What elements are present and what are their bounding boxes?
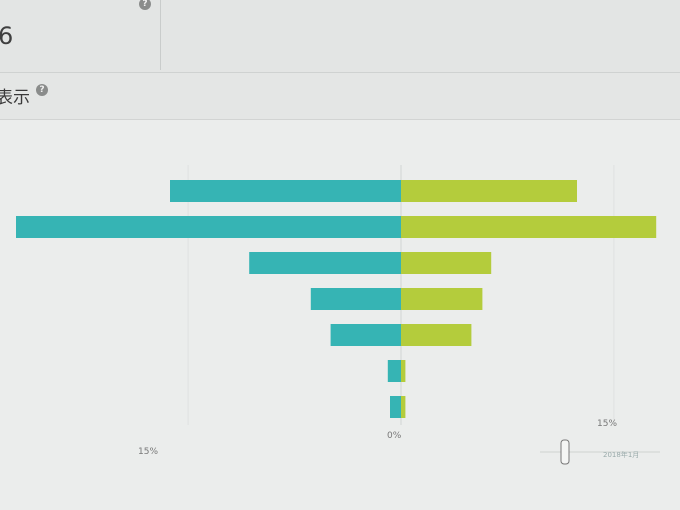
help-icon[interactable]: ? xyxy=(139,0,151,10)
tick-label-right: 15% xyxy=(597,419,617,429)
chart-tick-labels: 15% 0% 15% xyxy=(138,419,617,457)
top-metrics-band: 6 xyxy=(0,0,680,73)
timeline-label: 2018年1月 xyxy=(603,450,639,459)
chart-area: 15% 0% 15% 2018年1月 xyxy=(0,120,680,510)
tick-label-left: 15% xyxy=(138,447,158,457)
diverging-bar-chart: 15% 0% 15% 2018年1月 xyxy=(16,165,660,465)
slider-handle-grip xyxy=(560,439,570,465)
metric-value: 6 xyxy=(0,22,14,50)
bar-left-3[interactable] xyxy=(310,288,401,310)
bar-right-5[interactable] xyxy=(401,360,406,382)
section-header: 表示 xyxy=(0,73,680,120)
bar-left-4[interactable] xyxy=(330,324,401,346)
bar-right-2[interactable] xyxy=(401,252,492,274)
bar-right-4[interactable] xyxy=(401,324,472,346)
chart-bars xyxy=(16,180,657,418)
section-help-icon[interactable]: ? xyxy=(36,84,48,96)
bar-left-6[interactable] xyxy=(390,396,401,418)
bar-right-0[interactable] xyxy=(401,180,577,202)
bar-left-0[interactable] xyxy=(170,180,401,202)
bar-right-6[interactable] xyxy=(401,396,406,418)
bar-right-3[interactable] xyxy=(401,288,483,310)
metric-card[interactable]: 6 xyxy=(0,0,158,70)
bar-left-2[interactable] xyxy=(249,252,401,274)
section-title: 表示 xyxy=(0,88,30,108)
range-slider-handle[interactable] xyxy=(540,439,660,465)
metric-card-secondary[interactable] xyxy=(160,0,680,70)
bar-right-1[interactable] xyxy=(401,216,657,238)
bar-left-1[interactable] xyxy=(16,216,401,238)
tick-label-center: 0% xyxy=(387,431,402,441)
bar-left-5[interactable] xyxy=(387,360,401,382)
